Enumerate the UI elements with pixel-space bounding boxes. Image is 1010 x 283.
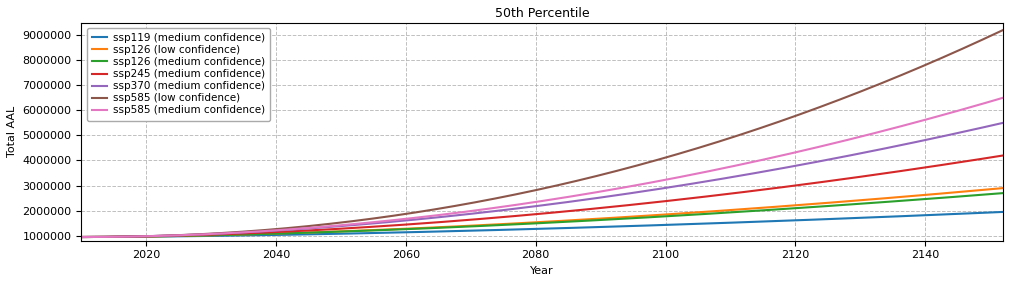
ssp370 (medium confidence)	[518, 206, 530, 209]
ssp126 (medium confidence)	[624, 217, 636, 220]
ssp119 (medium confidence)	[975, 211, 987, 215]
ssp370 (medium confidence)	[624, 192, 636, 195]
ssp126 (low confidence)	[975, 188, 987, 192]
ssp585 (medium confidence)	[574, 193, 586, 197]
ssp126 (low confidence)	[831, 200, 843, 204]
ssp585 (low confidence)	[831, 99, 843, 102]
ssp126 (medium confidence)	[518, 222, 530, 226]
ssp585 (medium confidence)	[624, 185, 636, 188]
ssp119 (medium confidence)	[624, 224, 636, 228]
ssp585 (medium confidence)	[975, 102, 987, 106]
ssp370 (medium confidence)	[997, 121, 1009, 125]
Line: ssp245 (medium confidence): ssp245 (medium confidence)	[82, 155, 1003, 237]
ssp119 (medium confidence)	[518, 228, 530, 231]
Legend: ssp119 (medium confidence), ssp126 (low confidence), ssp126 (medium confidence),: ssp119 (medium confidence), ssp126 (low …	[87, 28, 270, 121]
ssp126 (low confidence)	[513, 222, 525, 225]
ssp585 (medium confidence)	[76, 235, 88, 239]
ssp245 (medium confidence)	[624, 203, 636, 207]
ssp585 (medium confidence)	[518, 202, 530, 205]
ssp245 (medium confidence)	[975, 157, 987, 161]
ssp370 (medium confidence)	[975, 126, 987, 130]
ssp585 (low confidence)	[76, 235, 88, 239]
ssp126 (medium confidence)	[76, 235, 88, 239]
Line: ssp585 (low confidence): ssp585 (low confidence)	[82, 30, 1003, 237]
ssp585 (low confidence)	[518, 191, 530, 194]
Line: ssp119 (medium confidence): ssp119 (medium confidence)	[82, 212, 1003, 237]
ssp119 (medium confidence)	[997, 210, 1009, 214]
ssp245 (medium confidence)	[513, 214, 525, 217]
ssp119 (medium confidence)	[574, 226, 586, 229]
ssp585 (low confidence)	[624, 166, 636, 169]
ssp126 (medium confidence)	[975, 193, 987, 196]
ssp126 (low confidence)	[574, 218, 586, 222]
ssp370 (medium confidence)	[831, 156, 843, 160]
ssp126 (low confidence)	[76, 235, 88, 239]
ssp245 (medium confidence)	[518, 213, 530, 217]
ssp245 (medium confidence)	[997, 154, 1009, 157]
ssp245 (medium confidence)	[831, 178, 843, 182]
ssp126 (medium confidence)	[574, 219, 586, 223]
ssp126 (medium confidence)	[513, 222, 525, 226]
ssp245 (medium confidence)	[76, 235, 88, 239]
Line: ssp370 (medium confidence): ssp370 (medium confidence)	[82, 123, 1003, 237]
ssp585 (low confidence)	[997, 28, 1009, 32]
ssp126 (low confidence)	[997, 186, 1009, 190]
ssp585 (medium confidence)	[831, 141, 843, 144]
ssp126 (low confidence)	[518, 221, 530, 225]
ssp126 (medium confidence)	[997, 191, 1009, 195]
Line: ssp126 (medium confidence): ssp126 (medium confidence)	[82, 193, 1003, 237]
ssp370 (medium confidence)	[513, 207, 525, 210]
ssp585 (low confidence)	[574, 178, 586, 182]
ssp370 (medium confidence)	[574, 199, 586, 202]
ssp119 (medium confidence)	[513, 228, 525, 231]
Line: ssp126 (low confidence): ssp126 (low confidence)	[82, 188, 1003, 237]
Y-axis label: Total AAL: Total AAL	[7, 106, 17, 157]
ssp126 (low confidence)	[624, 215, 636, 218]
Title: 50th Percentile: 50th Percentile	[495, 7, 590, 20]
X-axis label: Year: Year	[530, 266, 554, 276]
ssp585 (medium confidence)	[513, 203, 525, 206]
ssp245 (medium confidence)	[574, 208, 586, 212]
ssp370 (medium confidence)	[76, 235, 88, 239]
ssp585 (medium confidence)	[997, 96, 1009, 99]
Line: ssp585 (medium confidence): ssp585 (medium confidence)	[82, 98, 1003, 237]
ssp126 (medium confidence)	[831, 204, 843, 207]
ssp585 (low confidence)	[975, 39, 987, 42]
ssp119 (medium confidence)	[76, 235, 88, 239]
ssp585 (low confidence)	[513, 192, 525, 195]
ssp119 (medium confidence)	[831, 217, 843, 220]
